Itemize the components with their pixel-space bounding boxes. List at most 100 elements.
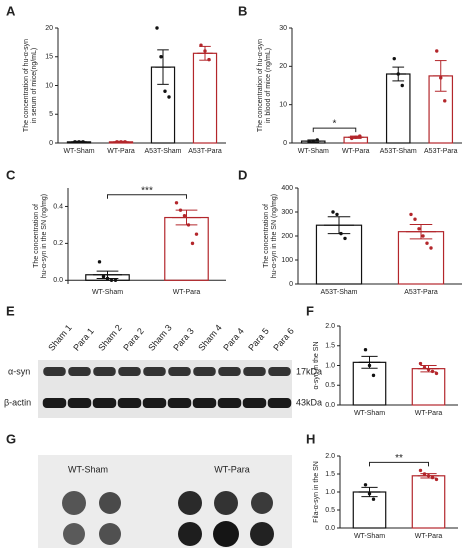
data-point	[409, 212, 413, 217]
data-point	[392, 56, 396, 61]
lane-label: Sham 1	[46, 323, 74, 353]
data-point	[435, 49, 439, 53]
dot	[62, 491, 86, 515]
data-point	[178, 208, 183, 212]
x-tick-label: WT-Para	[107, 148, 135, 155]
lane-label: Sham 4	[196, 323, 224, 353]
band	[268, 367, 291, 376]
panel-letter: G	[6, 431, 16, 446]
panel-letter: B	[238, 3, 247, 18]
y-tick-label: 15	[45, 54, 53, 61]
y-tick-label: 200	[281, 233, 293, 240]
x-tick-label: WT-Para	[342, 148, 370, 155]
y-tick-label: 20	[279, 63, 287, 70]
dot	[251, 492, 273, 514]
data-point	[417, 227, 421, 231]
data-point	[400, 83, 404, 88]
x-tick-label: WT-Sham	[354, 533, 385, 540]
data-point	[434, 371, 439, 376]
y-axis-label: in serum of mice(ng/mL)	[31, 48, 38, 123]
band	[218, 367, 241, 376]
y-axis-label: The concentration of hu-α-syn	[23, 39, 30, 132]
y-axis-label: α-syn in the SN	[313, 341, 320, 389]
significance-label: *	[333, 119, 337, 130]
bar	[397, 231, 445, 285]
y-axis-label: The concentration of	[33, 204, 40, 268]
lane-label: Para 6	[271, 326, 296, 353]
data-point	[422, 472, 427, 476]
data-point	[425, 241, 429, 245]
data-point	[367, 363, 372, 368]
data-point	[358, 134, 362, 138]
band	[143, 367, 166, 376]
y-tick-label: 0.4	[53, 203, 63, 210]
data-point	[426, 474, 431, 478]
y-axis-label: hu-α-syn in the SN (ng/mg)	[41, 194, 48, 278]
data-point	[367, 492, 372, 496]
x-tick-label: WT-Sham	[298, 148, 329, 155]
dot	[178, 491, 202, 515]
panel-letter: E	[6, 303, 15, 318]
x-tick-label: A53T-Sham	[145, 148, 182, 155]
x-tick-label: WT-Sham	[92, 289, 123, 296]
bar	[411, 368, 446, 406]
group-label: WT-Sham	[68, 464, 108, 474]
panel-letter: H	[306, 431, 315, 446]
dot	[99, 523, 121, 545]
data-point	[194, 232, 199, 236]
y-tick-label: 10	[45, 82, 53, 89]
data-point	[159, 55, 163, 59]
x-tick-label: A53T-Para	[424, 148, 458, 155]
y-tick-label: 0	[289, 281, 293, 288]
panel-letter: C	[6, 167, 16, 182]
y-axis-label: in blood of mice (ng/mL)	[265, 48, 272, 123]
y-tick-label: 10	[279, 102, 287, 109]
x-tick-label: WT-Para	[415, 533, 443, 540]
band	[142, 398, 167, 408]
panel-letter: F	[306, 303, 314, 318]
significance-bracket	[312, 127, 357, 133]
data-point	[413, 217, 417, 221]
data-point	[186, 223, 191, 227]
y-tick-label: 0	[49, 140, 53, 147]
data-point	[396, 72, 400, 76]
data-point	[199, 43, 203, 47]
data-point	[77, 140, 81, 144]
x-tick-label: WT-Sham	[354, 410, 385, 417]
bar	[352, 491, 387, 529]
row-label: β-actin	[4, 397, 31, 407]
bar	[411, 475, 446, 529]
x-tick-label: A53T-Para	[404, 289, 438, 296]
y-tick-label: 2.0	[325, 453, 335, 460]
data-point	[335, 212, 339, 217]
band	[68, 367, 91, 376]
data-point	[350, 136, 354, 141]
band	[167, 398, 192, 408]
band	[92, 398, 117, 408]
data-point	[315, 138, 319, 142]
data-point	[207, 57, 211, 62]
data-point	[371, 497, 376, 501]
row-label: α-syn	[8, 366, 30, 376]
data-point	[101, 274, 106, 279]
y-axis-label: The concentration of hu-α-syn	[257, 39, 264, 132]
band	[42, 398, 67, 408]
band	[242, 398, 267, 408]
bar	[164, 216, 209, 281]
y-tick-label: 30	[279, 25, 287, 32]
data-point	[430, 369, 435, 374]
data-point	[123, 140, 127, 144]
x-tick-label: A53T-Sham	[380, 148, 417, 155]
y-tick-label: 1.0	[325, 362, 335, 369]
dot	[99, 492, 121, 514]
y-tick-label: 0.5	[325, 382, 335, 389]
size-label: 17kDa	[296, 366, 322, 376]
x-tick-label: A53T-Sham	[321, 289, 358, 296]
data-point	[163, 89, 167, 93]
y-tick-label: 1.0	[325, 489, 335, 496]
y-tick-label: 300	[281, 209, 293, 216]
lane-label: Para 2	[121, 326, 146, 353]
band	[168, 367, 191, 376]
y-tick-label: 100	[281, 257, 293, 264]
data-point	[371, 373, 376, 378]
